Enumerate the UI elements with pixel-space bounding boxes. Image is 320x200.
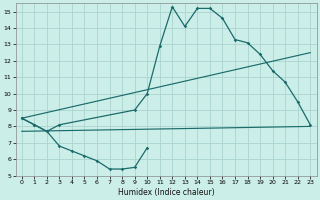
X-axis label: Humidex (Indice chaleur): Humidex (Indice chaleur) <box>118 188 214 197</box>
